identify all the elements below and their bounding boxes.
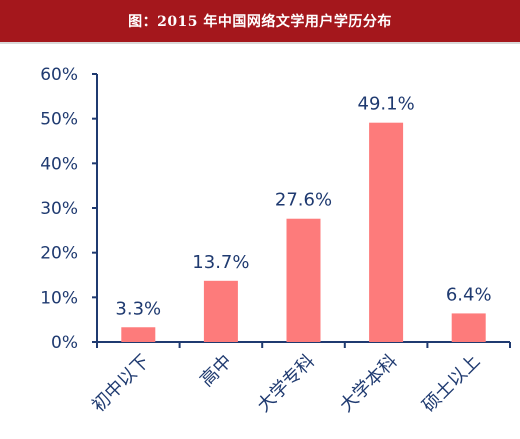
data-label: 3.3% bbox=[115, 298, 161, 319]
x-category-label: 大学专科 bbox=[253, 351, 319, 417]
x-category-label: 大学本科 bbox=[336, 351, 402, 417]
title-divider bbox=[0, 42, 520, 44]
y-tick-label: 20% bbox=[40, 244, 78, 264]
x-category-label: 高中 bbox=[196, 351, 236, 391]
bar bbox=[369, 122, 404, 342]
chart-title: 图：2015 年中国网络文学用户学历分布 bbox=[0, 0, 520, 42]
x-category-label: 硕士以上 bbox=[418, 351, 484, 417]
y-tick-label: 30% bbox=[40, 199, 78, 219]
bar bbox=[203, 280, 238, 342]
y-tick-label: 60% bbox=[40, 65, 78, 85]
data-label: 49.1% bbox=[358, 94, 415, 115]
data-label: 27.6% bbox=[275, 190, 332, 211]
y-tick-label: 10% bbox=[40, 288, 78, 308]
bar bbox=[451, 313, 486, 342]
bar bbox=[286, 218, 321, 342]
bar bbox=[121, 327, 156, 342]
data-label: 6.4% bbox=[446, 284, 492, 305]
x-category-label: 初中以下 bbox=[88, 351, 154, 417]
y-tick-label: 0% bbox=[51, 333, 78, 353]
y-tick-label: 50% bbox=[40, 110, 78, 130]
y-tick-label: 40% bbox=[40, 154, 78, 174]
data-label: 13.7% bbox=[192, 252, 249, 273]
